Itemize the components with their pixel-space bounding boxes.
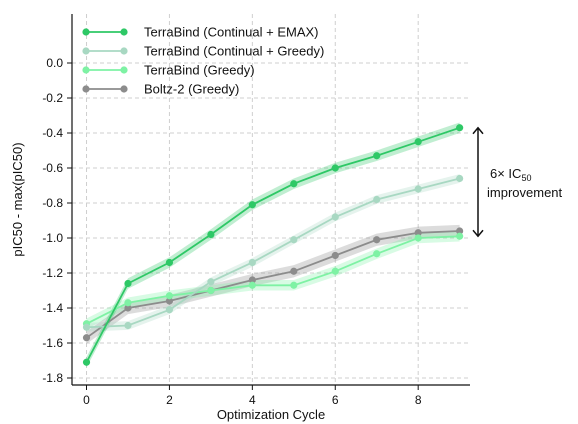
y-tick-label: -0.6	[42, 161, 63, 175]
y-tick-label: -1.6	[42, 336, 63, 350]
legend-marker	[120, 47, 128, 55]
data-point	[414, 185, 422, 193]
x-axis-label: Optimization Cycle	[217, 407, 325, 422]
data-point	[456, 124, 464, 132]
data-point	[165, 297, 174, 305]
confidence-bands	[86, 122, 460, 368]
confidence-band	[86, 231, 460, 329]
series-lines	[82, 124, 464, 366]
data-point	[373, 152, 381, 160]
y-tick-label: -0.2	[42, 91, 63, 105]
legend: TerraBind (Continual + EMAX) TerraBind (C…	[82, 25, 324, 97]
legend-marker	[120, 28, 128, 36]
data-point	[82, 323, 91, 331]
legend-item: TerraBind (Continual + Greedy)	[82, 44, 324, 59]
data-point	[124, 321, 132, 330]
data-point	[290, 281, 298, 289]
axes	[71, 14, 470, 386]
y-tick-label: -0.8	[42, 196, 63, 210]
legend-item: TerraBind (Continual + EMAX)	[82, 25, 319, 40]
data-point	[82, 358, 91, 366]
data-point	[165, 306, 174, 314]
series-line	[85, 230, 460, 339]
x-tick-label: 4	[249, 393, 256, 407]
y-axis-label: pIC50 - max(pIC50)	[10, 142, 25, 256]
data-point	[290, 180, 298, 188]
legend-label: TerraBind (Continual + EMAX)	[144, 25, 319, 40]
ticks: 0 2 4 6 8 0.0 -0.2 -0.4 -0.6 -0.8 -1.0 -1.2 -1.4 -1.6…	[42, 56, 422, 407]
data-point	[456, 227, 464, 235]
legend-label: TerraBind (Greedy)	[144, 63, 255, 78]
legend-item: Boltz-2 (Greedy)	[82, 82, 239, 97]
legend-marker	[82, 66, 90, 74]
legend-marker	[82, 28, 90, 36]
confidence-band	[86, 174, 460, 332]
arrow-head-down-icon	[472, 229, 484, 238]
data-point	[124, 279, 132, 288]
data-point	[331, 251, 339, 260]
data-point	[331, 164, 339, 172]
data-point	[248, 281, 256, 289]
data-point	[414, 138, 422, 146]
y-tick-label: -1.0	[42, 231, 63, 245]
data-point	[373, 250, 381, 258]
legend-marker	[120, 85, 128, 93]
confidence-band	[86, 224, 460, 344]
y-tick-label: -1.8	[42, 371, 63, 385]
x-tick-label: 2	[166, 393, 173, 407]
y-tick-label: 0.0	[46, 56, 63, 70]
y-tick-label: -0.4	[42, 126, 63, 140]
x-tick-label: 8	[415, 393, 422, 407]
data-point	[248, 201, 256, 209]
series-line	[85, 126, 460, 363]
x-tick-label: 6	[332, 393, 339, 407]
annotation-improvement-label: improvement	[487, 185, 563, 200]
legend-marker	[82, 47, 90, 55]
data-point	[165, 292, 174, 300]
data-point	[124, 299, 132, 307]
data-point	[207, 286, 215, 295]
data-point	[207, 278, 215, 286]
x-tick-label: 0	[83, 393, 90, 407]
improvement-annotation: 6× IC50 improvement	[472, 126, 563, 238]
y-tick-label: -1.4	[42, 301, 63, 315]
data-point	[331, 213, 339, 221]
data-point	[248, 258, 256, 267]
data-point	[456, 174, 464, 183]
annotation-fold-label: 6× IC50	[490, 166, 531, 183]
data-point	[165, 258, 174, 267]
legend-item: TerraBind (Greedy)	[82, 63, 255, 78]
data-point	[373, 236, 381, 244]
legend-label: TerraBind (Continual + Greedy)	[144, 44, 324, 59]
series-line	[86, 235, 460, 325]
arrow-head-up-icon	[472, 126, 484, 135]
legend-marker	[82, 85, 90, 93]
series-group	[82, 174, 464, 331]
grid	[72, 14, 470, 385]
legend-marker	[120, 66, 128, 74]
series-group	[82, 124, 464, 366]
legend-label: Boltz-2 (Greedy)	[144, 82, 239, 97]
data-point	[207, 230, 215, 239]
data-point	[124, 304, 132, 312]
data-point	[82, 334, 91, 342]
y-tick-label: -1.2	[42, 266, 63, 280]
data-point	[456, 232, 464, 240]
data-point	[331, 267, 339, 275]
data-point	[373, 195, 381, 204]
data-point	[414, 234, 422, 242]
series-line	[86, 177, 460, 329]
data-point	[290, 267, 298, 275]
data-point	[290, 236, 298, 244]
data-point	[414, 229, 422, 237]
data-point	[248, 276, 256, 284]
